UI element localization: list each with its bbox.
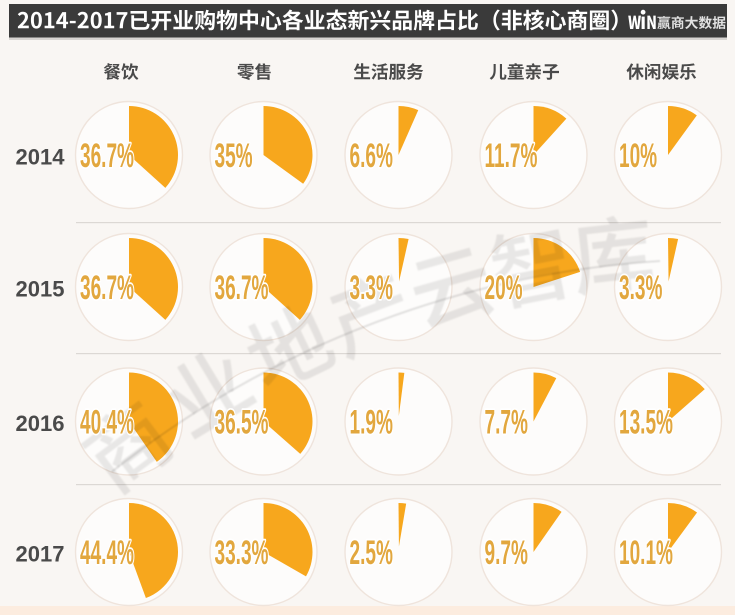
svg-text:36.7%: 36.7% bbox=[215, 268, 269, 306]
svg-text:2016: 2016 bbox=[16, 411, 65, 436]
svg-text:2.5%: 2.5% bbox=[350, 533, 393, 571]
svg-text:35%: 35% bbox=[215, 136, 253, 174]
svg-text:3.3%: 3.3% bbox=[350, 268, 393, 306]
svg-text:1.9%: 1.9% bbox=[350, 403, 393, 441]
svg-text:20%: 20% bbox=[485, 268, 523, 306]
svg-text:6.6%: 6.6% bbox=[350, 136, 393, 174]
svg-text:9.7%: 9.7% bbox=[485, 533, 528, 571]
svg-text:11.7%: 11.7% bbox=[485, 136, 538, 174]
svg-text:2014: 2014 bbox=[16, 145, 66, 170]
svg-text:10.1%: 10.1% bbox=[619, 533, 673, 571]
svg-text:44.4%: 44.4% bbox=[80, 533, 134, 571]
svg-text:36.7%: 36.7% bbox=[80, 136, 134, 174]
svg-text:2015: 2015 bbox=[16, 277, 65, 302]
svg-text:33.3%: 33.3% bbox=[215, 533, 269, 571]
svg-text:36.7%: 36.7% bbox=[80, 268, 134, 306]
svg-text:3.3%: 3.3% bbox=[619, 268, 662, 306]
svg-text:40.4%: 40.4% bbox=[80, 403, 134, 441]
svg-text:2017: 2017 bbox=[16, 542, 65, 567]
svg-text:7.7%: 7.7% bbox=[485, 403, 528, 441]
svg-text:10%: 10% bbox=[619, 136, 657, 174]
svg-text:13.5%: 13.5% bbox=[619, 403, 673, 441]
svg-text:36.5%: 36.5% bbox=[215, 403, 269, 441]
